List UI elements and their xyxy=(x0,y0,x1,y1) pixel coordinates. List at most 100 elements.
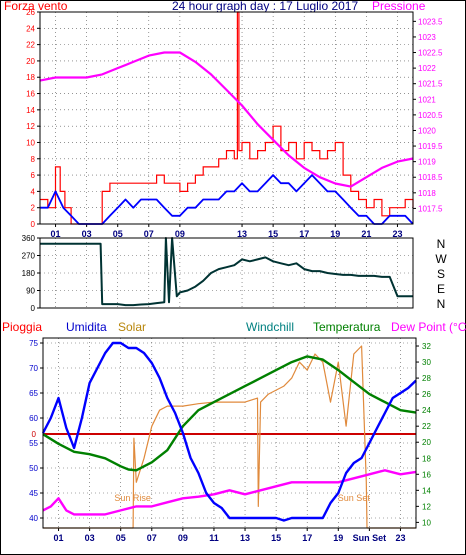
rain-label: Pioggia xyxy=(2,320,42,334)
y-right-tick-label: 1023.5 xyxy=(418,17,443,26)
x-tick-label: 17 xyxy=(302,533,312,543)
x-tick-label: 03 xyxy=(82,229,92,239)
x-tick-label: 01 xyxy=(51,229,61,239)
humidity-tick-label: 70 xyxy=(29,364,38,373)
y-left-tick-label: 12 xyxy=(26,122,35,131)
y-left-tick-label: 14 xyxy=(26,106,35,115)
humidity-tick-label: 45 xyxy=(29,489,38,498)
x-tick-label: 03 xyxy=(85,533,95,543)
y-right-tick-label: 1022 xyxy=(418,64,436,73)
compass-label: S xyxy=(437,267,445,281)
y-left-tick-label: 16 xyxy=(26,90,35,99)
compass-label: N xyxy=(437,297,446,311)
humidity-series-line xyxy=(41,341,417,522)
temperature-tick-label: 16 xyxy=(422,470,431,479)
y-right-tick-label: 1023 xyxy=(418,33,436,42)
humidity-tick-label: 75 xyxy=(29,339,38,348)
x-tick-label: 15 xyxy=(268,229,278,239)
y-left-tick-label: 6 xyxy=(31,171,36,180)
x-tick-label: 15 xyxy=(271,533,281,543)
wind-direction-panel: 0 90 180 270 360 xyxy=(22,234,413,313)
y-right-tick-label: 1018.5 xyxy=(418,173,443,182)
humidity-tick-label: 40 xyxy=(29,514,38,523)
temperature-tick-label: 22 xyxy=(422,422,431,431)
temperature-humidity-panel: 40 45 50 55 60 65 70 75 10 12 14 16 18 20 22 24 26 28 30 32… xyxy=(29,338,431,543)
temperature-tick-label: 18 xyxy=(422,454,431,463)
x-tick-label: 23 xyxy=(392,229,402,239)
x-tick-label: 17 xyxy=(299,229,309,239)
direction-tick-label: 180 xyxy=(22,269,36,278)
y-left-tick-label: 22 xyxy=(26,41,35,50)
temperature-tick-label: 24 xyxy=(422,406,431,415)
sun-set-label: Sun Set xyxy=(338,493,371,503)
compass-label: N xyxy=(437,237,446,251)
compass-label: W xyxy=(435,252,447,266)
x-tick-label: 09 xyxy=(178,533,188,543)
windchill-label: Windchill xyxy=(246,320,294,334)
temperature-label: Temperatura xyxy=(313,320,381,334)
temperature-tick-label: 30 xyxy=(422,358,431,367)
y-right-tick-label: 1021 xyxy=(418,95,436,104)
y-left-tick-label: 0 xyxy=(31,220,36,229)
x-tick-label: 21 xyxy=(361,229,371,239)
y-right-tick-label: 1018 xyxy=(418,189,436,198)
humidity-tick-label: 50 xyxy=(29,464,38,473)
temperature-tick-label: 10 xyxy=(422,518,431,527)
y-right-tick-label: 1020.5 xyxy=(418,111,443,120)
x-tick-label: 07 xyxy=(144,229,154,239)
wind-plot-frame xyxy=(39,11,414,225)
direction-tick-label: 90 xyxy=(26,287,35,296)
y-right-tick-label: 1021.5 xyxy=(418,80,443,89)
y-right-tick-label: 1020 xyxy=(418,126,436,135)
x-tick-label: 09 xyxy=(175,229,185,239)
x-tick-label: 19 xyxy=(333,533,343,543)
temperature-tick-label: 32 xyxy=(422,342,431,351)
humidity-tick-label: 65 xyxy=(29,389,38,398)
wind-axis-label: Forza vento xyxy=(4,0,68,13)
y-left-tick-label: 2 xyxy=(31,204,36,213)
x-tick-label: 13 xyxy=(237,229,247,239)
temperature-tick-label: 26 xyxy=(422,390,431,399)
y-left-tick-label: 4 xyxy=(31,187,36,196)
x-tick-label: 23 xyxy=(395,533,405,543)
temperature-tick-label: 12 xyxy=(422,502,431,511)
dewpoint-label: Dew Point (°C) xyxy=(391,320,466,334)
direction-series-line xyxy=(40,237,413,307)
chart-title: 24 hour graph day : 17 Luglio 2017 xyxy=(172,0,358,13)
pressure-axis-label: Pressione xyxy=(372,0,426,13)
x-tick-label: 05 xyxy=(116,533,126,543)
direction-tick-label: 0 xyxy=(31,304,36,313)
temperature-plot-frame xyxy=(42,337,417,529)
direction-tick-label: 270 xyxy=(22,252,36,261)
x-tick-label: 11 xyxy=(209,533,219,543)
dewpoint-series-line xyxy=(42,469,417,516)
x-tick-label: 01 xyxy=(54,533,64,543)
y-left-tick-label: 20 xyxy=(26,57,35,66)
solar-label: Solar xyxy=(118,320,146,334)
y-left-tick-label: 10 xyxy=(26,138,35,147)
temperature-tick-label: 14 xyxy=(422,486,431,495)
temperature-tick-label: 28 xyxy=(422,374,431,383)
gust-series-line xyxy=(40,11,414,225)
temperature-series-line xyxy=(42,355,417,472)
y-right-tick-label: 1019 xyxy=(418,158,436,167)
x-tick-label: Sun Set xyxy=(353,533,387,543)
humidity-tick-label: 55 xyxy=(29,439,38,448)
y-left-tick-label: 8 xyxy=(31,155,36,164)
solar-series-line xyxy=(43,345,416,529)
rain-zero-label: 0 xyxy=(32,430,37,439)
x-tick-label: 05 xyxy=(113,229,123,239)
pressure-series-line xyxy=(39,51,414,188)
x-tick-label: 07 xyxy=(147,533,157,543)
direction-plot-frame xyxy=(39,237,414,309)
humidity-label: Umidita xyxy=(66,320,107,334)
y-right-tick-label: 1019.5 xyxy=(418,142,443,151)
y-right-tick-label: 1017.5 xyxy=(418,204,443,213)
compass-label: E xyxy=(437,282,445,296)
humidity-tick-label: 60 xyxy=(29,414,38,423)
sun-rise-label: Sun Rise xyxy=(114,493,151,503)
